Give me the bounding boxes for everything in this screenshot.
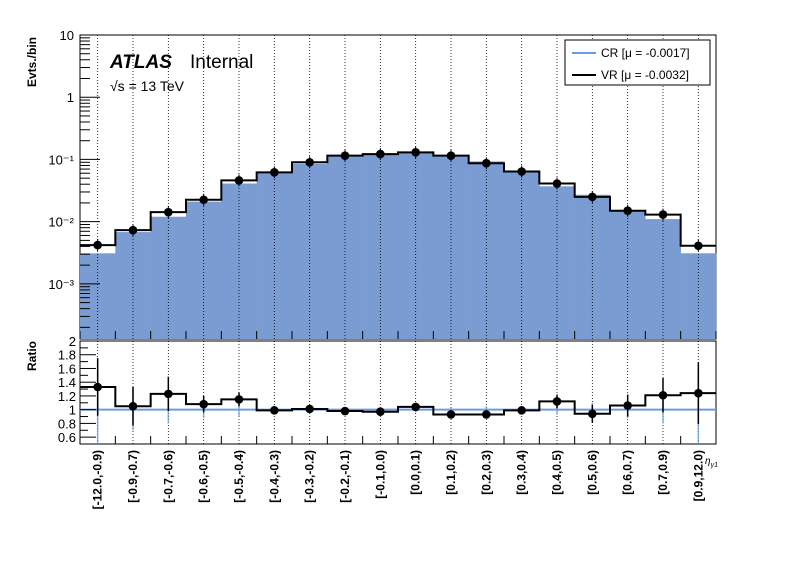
- x-category-label: [0.4,0.5): [550, 450, 564, 495]
- legend-cr-label: CR [μ = -0.0017]: [601, 46, 690, 60]
- ratio-point: [517, 406, 526, 415]
- x-category-label: [0.5,0.6): [585, 450, 599, 495]
- legend-vr-label: VR [μ = -0.0032]: [601, 68, 689, 82]
- ratio-panel: 0.60.811.21.41.61.82 [-12.0,-0.9) [-0.9,-0…: [58, 334, 717, 509]
- ratio-plot-frame: [79, 340, 717, 445]
- ratio-point: [234, 395, 244, 404]
- x-category-label: [-0.2,-0.1): [338, 450, 352, 503]
- ratio-point: [552, 397, 562, 406]
- y-tick-label: 10⁻³: [48, 277, 74, 292]
- vr-point: [658, 210, 668, 219]
- ratio-point: [93, 382, 102, 392]
- ratio-y-tick-label: 1.2: [58, 389, 76, 404]
- x-category-label: [-0.7,-0.6): [161, 450, 175, 503]
- y-axis-label: Evts./bin: [25, 37, 39, 87]
- vr-point: [552, 179, 562, 188]
- vr-point: [694, 241, 703, 251]
- x-category-label: [0.9,12.0): [691, 450, 705, 501]
- ratio-point: [623, 401, 632, 410]
- ratio-y-tick-label: 0.8: [58, 416, 76, 431]
- y-tick-label: 1: [67, 90, 74, 105]
- vr-point: [376, 149, 385, 159]
- x-category-label: [0.7,0.9): [656, 450, 670, 495]
- vr-point: [234, 176, 244, 185]
- ratio-y-tick-label: 2: [69, 334, 76, 349]
- status-label: Internal: [190, 52, 253, 73]
- ratio-y-tick-label: 1.4: [58, 375, 76, 390]
- ratio-point: [694, 388, 703, 398]
- vr-point: [446, 151, 456, 160]
- vr-point: [340, 151, 350, 160]
- x-category-label: [-0.3,-0.2): [303, 450, 317, 503]
- ratio-step-line: [80, 386, 716, 416]
- vr-point: [93, 240, 102, 250]
- ratio-point: [411, 402, 420, 412]
- y-tick-label: 10: [60, 28, 74, 43]
- ratio-point: [340, 406, 350, 416]
- cr-bar: [610, 210, 646, 339]
- main-panel: 10 1 10⁻¹ 10⁻² 10⁻³: [48, 28, 717, 340]
- x-category-label: [0.6,0.7): [621, 450, 635, 495]
- experiment-label: ATLAS: [109, 52, 172, 73]
- ratio-point: [376, 407, 385, 417]
- cr-bar: [468, 161, 505, 339]
- vr-point: [164, 207, 173, 217]
- vr-point: [411, 148, 420, 157]
- vr-point: [199, 195, 208, 205]
- atlas-label: ATLAS Internal √s = 13 TeV: [109, 52, 253, 94]
- x-category-label: [0.1,0.2): [444, 450, 458, 495]
- legend: CR [μ = -0.0017] VR [μ = -0.0032]: [564, 39, 711, 86]
- vr-point: [270, 168, 279, 177]
- cr-bar: [150, 216, 187, 339]
- x-category-label: [0.2,0.3): [479, 450, 493, 495]
- ratio-point: [164, 389, 173, 399]
- vr-point: [588, 192, 597, 202]
- ratio-y-tick-label: 1.6: [58, 361, 76, 376]
- ratio-point: [446, 410, 456, 419]
- ratio-point: [128, 401, 138, 411]
- x-category-label: [0.3,0.4): [515, 450, 529, 495]
- x-category-label: [-0.4,-0.3): [267, 450, 281, 503]
- x-category-label: [-0.5,-0.4): [232, 450, 246, 503]
- y-tick-label: 10⁻²: [48, 215, 74, 230]
- vr-point: [128, 225, 138, 235]
- cr-bar: [645, 219, 681, 339]
- ratio-y-tick-label: 1: [69, 403, 76, 418]
- x-category-label: [-0.9,-0.7): [126, 450, 140, 503]
- ratio-point: [588, 409, 597, 419]
- ratio-point: [199, 399, 208, 409]
- x-axis-label: ηγ1: [705, 456, 718, 469]
- x-category-label: [0.0,0.1): [409, 450, 423, 495]
- ratio-y-axis-label: Ratio: [25, 341, 39, 371]
- ratio-y-tick-label: 0.6: [58, 430, 76, 445]
- y-tick-label: 10⁻¹: [48, 152, 74, 167]
- ratio-y-tick-label: 1.8: [58, 348, 76, 363]
- cr-bar: [539, 186, 575, 339]
- ratio-point: [482, 410, 491, 419]
- x-category-label: [-0.6,-0.5): [197, 450, 211, 503]
- vr-point: [517, 167, 526, 176]
- ratio-point: [658, 390, 668, 400]
- x-category-label: [-0.1,0.0): [373, 450, 387, 499]
- x-axis-label-subscript: γ1: [711, 462, 719, 469]
- cr-bar: [186, 201, 222, 339]
- vr-point: [482, 158, 491, 168]
- vr-point: [305, 157, 314, 167]
- ratio-point: [305, 404, 314, 414]
- ratio-point: [270, 406, 279, 415]
- cr-bar: [115, 232, 151, 339]
- energy-label: √s = 13 TeV: [110, 78, 185, 94]
- vr-point: [623, 206, 632, 215]
- x-category-label: [-12.0,-0.9): [91, 450, 105, 509]
- vr-step-line: [80, 151, 716, 247]
- legend-box: [564, 39, 711, 86]
